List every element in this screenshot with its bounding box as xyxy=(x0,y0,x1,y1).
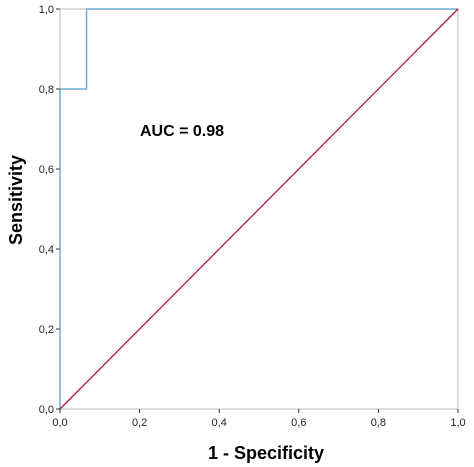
auc-annotation: AUC = 0.98 xyxy=(140,123,224,140)
roc-curve xyxy=(59,8,458,409)
x-axis-title: 1 - Specificity xyxy=(208,443,324,463)
y-tick-label: 1,0 xyxy=(39,4,54,16)
y-tick-label: 0,4 xyxy=(39,244,54,256)
y-tick-label: 0,0 xyxy=(39,404,54,416)
x-tick-label: 0,2 xyxy=(132,417,147,429)
y-tick-label: 0,8 xyxy=(39,84,54,96)
y-axis-ticks: 0,0 0,2 0,4 0,6 0,8 1,0 xyxy=(39,4,60,416)
y-axis-title: Sensitivity xyxy=(6,155,26,245)
x-tick-label: 0,4 xyxy=(212,417,227,429)
x-tick-label: 0,6 xyxy=(291,417,306,429)
reference-diagonal-line xyxy=(59,8,459,410)
x-axis-ticks: 0,0 0,2 0,4 0,6 0,8 1,0 xyxy=(52,409,466,429)
x-tick-label: 0,8 xyxy=(371,417,386,429)
series-layer xyxy=(59,8,459,410)
y-tick-label: 0,2 xyxy=(39,324,54,336)
x-tick-label: 0,0 xyxy=(52,417,67,429)
x-tick-label: 1,0 xyxy=(450,417,465,429)
y-tick-label: 0,6 xyxy=(39,164,54,176)
